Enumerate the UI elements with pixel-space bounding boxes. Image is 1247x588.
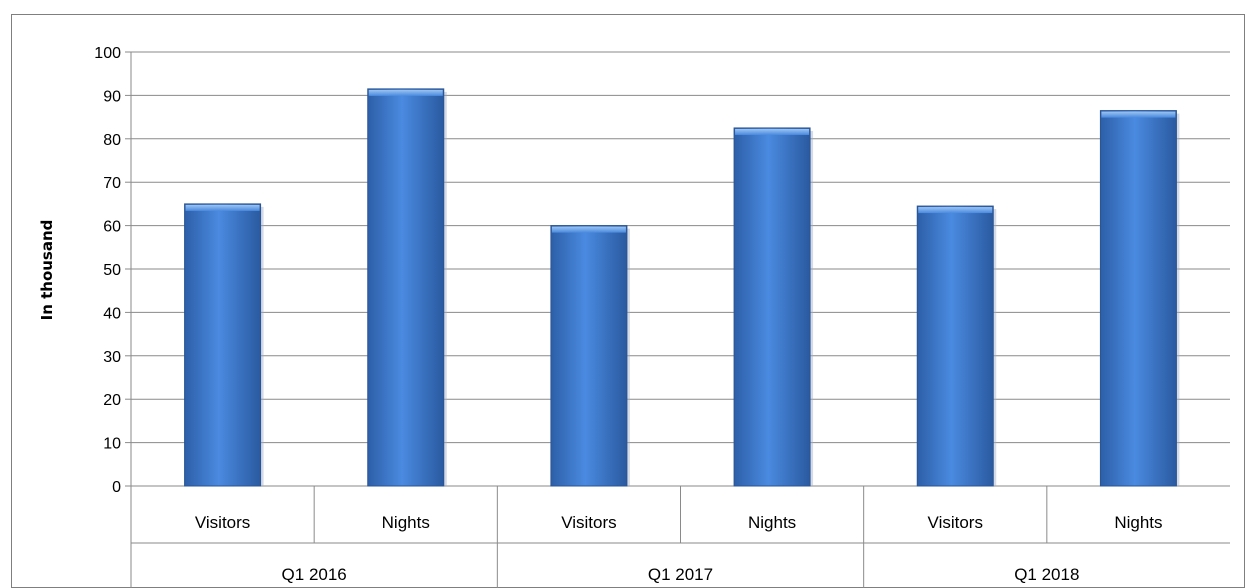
category-label: Nights <box>382 513 430 532</box>
bar-cap <box>1101 111 1176 118</box>
category-label: Visitors <box>928 513 983 532</box>
bars <box>184 88 1180 487</box>
y-tick-label: 0 <box>112 479 121 496</box>
y-tick-label: 30 <box>103 349 121 366</box>
y-tick-label: 50 <box>103 262 121 279</box>
group-label: Q1 2018 <box>1014 565 1079 584</box>
bar-cap <box>368 89 443 96</box>
group-label: Q1 2017 <box>648 565 713 584</box>
bar <box>550 225 628 487</box>
y-tick-label: 90 <box>103 88 121 105</box>
category-label: Visitors <box>561 513 616 532</box>
bar <box>733 127 811 487</box>
y-tick-label: 10 <box>103 436 121 453</box>
axes <box>125 51 1230 588</box>
y-tick-label: 60 <box>103 219 121 236</box>
gridlines <box>131 51 1230 487</box>
labels: 0 10 20 30 40 50 60 70 80 90 100 Visitors Nights Visi… <box>94 45 1162 584</box>
category-label: Nights <box>1114 513 1162 532</box>
y-tick-label: 100 <box>94 45 121 62</box>
y-tick-label: 80 <box>103 132 121 149</box>
bar <box>1099 110 1177 487</box>
bar <box>367 88 445 487</box>
y-tick-label: 20 <box>103 392 121 409</box>
y-axis-label: In thousand <box>38 220 56 321</box>
category-label: Visitors <box>195 513 250 532</box>
y-tick-label: 70 <box>103 175 121 192</box>
y-tick-label: 40 <box>103 305 121 322</box>
bar-cap <box>735 128 810 135</box>
category-label: Nights <box>748 513 796 532</box>
bar <box>916 205 994 487</box>
bar-cap <box>551 226 626 233</box>
bar-cap <box>918 207 993 214</box>
group-label: Q1 2016 <box>282 565 347 584</box>
bar-cap <box>185 204 260 211</box>
bar <box>184 203 262 487</box>
